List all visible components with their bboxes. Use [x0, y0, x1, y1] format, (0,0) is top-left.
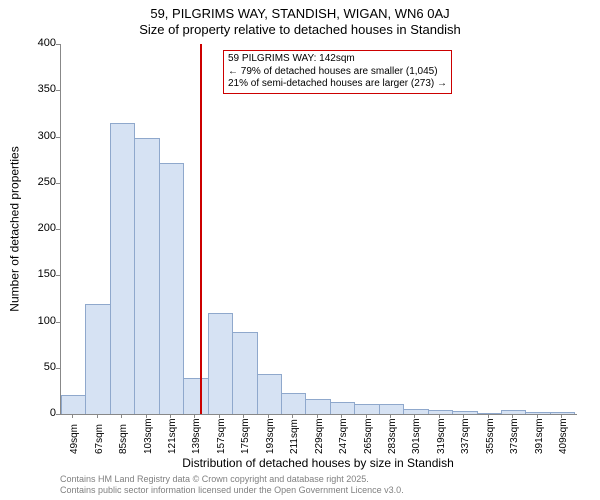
histogram-bar [208, 313, 233, 414]
x-tick [366, 414, 367, 418]
x-tick-label: 139sqm [191, 418, 202, 454]
footer-attribution: Contains HM Land Registry data © Crown c… [60, 474, 404, 496]
histogram-bar [452, 411, 477, 414]
x-tick [268, 414, 269, 418]
x-tick [463, 414, 464, 418]
histogram-bar [354, 404, 379, 414]
histogram-bar [330, 402, 355, 414]
histogram-bar [232, 332, 257, 414]
plot-area: 59 PILGRIMS WAY: 142sqm ← 79% of detache… [60, 44, 577, 415]
x-tick [537, 414, 538, 418]
histogram-bar [477, 413, 502, 414]
histogram-bar [61, 395, 86, 414]
x-tick [121, 414, 122, 418]
y-tick-label: 250 [16, 176, 56, 188]
x-tick-label: 265sqm [363, 418, 374, 454]
histogram-bar [501, 410, 526, 414]
histogram-bar [183, 378, 208, 414]
y-tick-label: 300 [16, 130, 56, 142]
footer-line1: Contains HM Land Registry data © Crown c… [60, 474, 404, 485]
x-tick-label: 175sqm [240, 418, 251, 454]
y-tick-label: 150 [16, 268, 56, 280]
x-tick-label: 355sqm [485, 418, 496, 454]
x-tick-label: 283sqm [387, 418, 398, 454]
x-tick-label: 229sqm [314, 418, 325, 454]
x-tick [292, 414, 293, 418]
x-tick-label: 121sqm [167, 418, 178, 454]
x-tick [243, 414, 244, 418]
y-tick-label: 350 [16, 83, 56, 95]
histogram-bar [428, 410, 453, 414]
x-tick-label: 319sqm [436, 418, 447, 454]
annotation-line3: 21% of semi-detached houses are larger (… [228, 78, 447, 91]
x-tick-label: 337sqm [460, 418, 471, 454]
histogram-bar [403, 409, 428, 414]
histogram-bar [159, 163, 184, 414]
x-tick-label: 157sqm [216, 418, 227, 454]
x-tick-label: 211sqm [289, 419, 300, 454]
chart-title-address: 59, PILGRIMS WAY, STANDISH, WIGAN, WN6 0… [0, 6, 600, 21]
histogram-bar [110, 123, 135, 414]
x-tick-label: 103sqm [143, 418, 154, 454]
annotation-box: 59 PILGRIMS WAY: 142sqm ← 79% of detache… [223, 50, 452, 94]
x-tick-label: 373sqm [509, 418, 520, 454]
x-tick [561, 414, 562, 418]
x-tick-label: 193sqm [265, 418, 276, 454]
footer-line2: Contains public sector information licen… [60, 485, 404, 496]
histogram-bar [281, 393, 306, 414]
y-tick-label: 0 [16, 407, 56, 419]
histogram-bar [134, 138, 159, 414]
histogram-bar [550, 412, 575, 414]
x-axis-label: Distribution of detached houses by size … [60, 456, 576, 470]
y-tick-label: 200 [16, 222, 56, 234]
x-tick [72, 414, 73, 418]
chart-container: 59, PILGRIMS WAY, STANDISH, WIGAN, WN6 0… [0, 0, 600, 500]
annotation-line2: ← 79% of detached houses are smaller (1,… [228, 66, 447, 79]
x-tick-label: 247sqm [338, 418, 349, 454]
annotation-line1: 59 PILGRIMS WAY: 142sqm [228, 53, 447, 66]
x-tick [512, 414, 513, 418]
x-tick-label: 391sqm [534, 418, 545, 454]
x-tick [219, 414, 220, 418]
histogram-bar [257, 374, 282, 414]
x-tick-label: 67sqm [94, 424, 105, 454]
x-tick [194, 414, 195, 418]
y-tick-label: 100 [16, 315, 56, 327]
chart-title-subtitle: Size of property relative to detached ho… [0, 22, 600, 37]
x-tick [488, 414, 489, 418]
x-tick-label: 301sqm [411, 418, 422, 454]
histogram-bar [305, 399, 330, 414]
x-tick [146, 414, 147, 418]
x-tick [97, 414, 98, 418]
reference-marker-line [200, 44, 202, 414]
histogram-bar [379, 404, 404, 414]
x-tick [390, 414, 391, 418]
x-tick-label: 49sqm [69, 424, 80, 454]
x-tick [439, 414, 440, 418]
x-tick [414, 414, 415, 418]
y-tick-label: 400 [16, 37, 56, 49]
histogram-bar [85, 304, 110, 414]
y-tick-label: 50 [16, 361, 56, 373]
x-tick [341, 414, 342, 418]
x-tick [170, 414, 171, 418]
x-tick-label: 85sqm [118, 424, 129, 454]
x-tick [317, 414, 318, 418]
histogram-bar [525, 412, 550, 414]
x-tick-label: 409sqm [558, 418, 569, 454]
